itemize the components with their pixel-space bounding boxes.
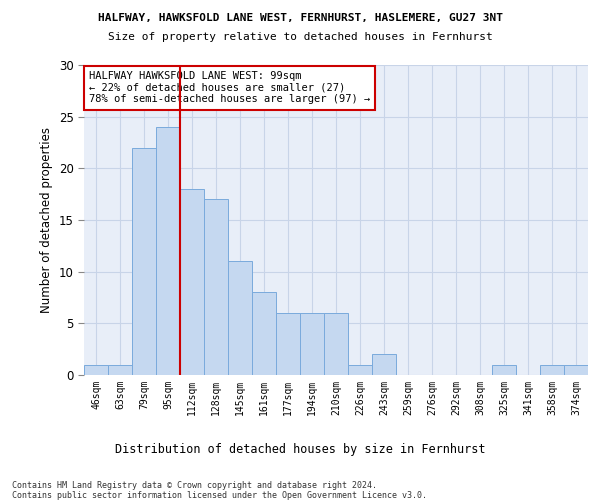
Text: Size of property relative to detached houses in Fernhurst: Size of property relative to detached ho… [107, 32, 493, 42]
Bar [324, 313, 348, 375]
Bar [108, 364, 132, 375]
Text: Distribution of detached houses by size in Fernhurst: Distribution of detached houses by size … [115, 442, 485, 456]
Bar [132, 148, 156, 375]
Bar [348, 364, 372, 375]
Bar [540, 364, 564, 375]
Bar [204, 200, 228, 375]
Bar [300, 313, 324, 375]
Bar [84, 364, 108, 375]
Bar [564, 364, 588, 375]
Bar [228, 262, 252, 375]
Bar [156, 127, 180, 375]
Text: HALFWAY HAWKSFOLD LANE WEST: 99sqm
← 22% of detached houses are smaller (27)
78%: HALFWAY HAWKSFOLD LANE WEST: 99sqm ← 22%… [89, 71, 370, 104]
Bar [180, 189, 204, 375]
Y-axis label: Number of detached properties: Number of detached properties [40, 127, 53, 313]
Text: HALFWAY, HAWKSFOLD LANE WEST, FERNHURST, HASLEMERE, GU27 3NT: HALFWAY, HAWKSFOLD LANE WEST, FERNHURST,… [97, 12, 503, 22]
Bar [252, 292, 276, 375]
Bar [492, 364, 516, 375]
Bar [372, 354, 396, 375]
Text: Contains HM Land Registry data © Crown copyright and database right 2024.
Contai: Contains HM Land Registry data © Crown c… [12, 480, 427, 500]
Bar [276, 313, 300, 375]
